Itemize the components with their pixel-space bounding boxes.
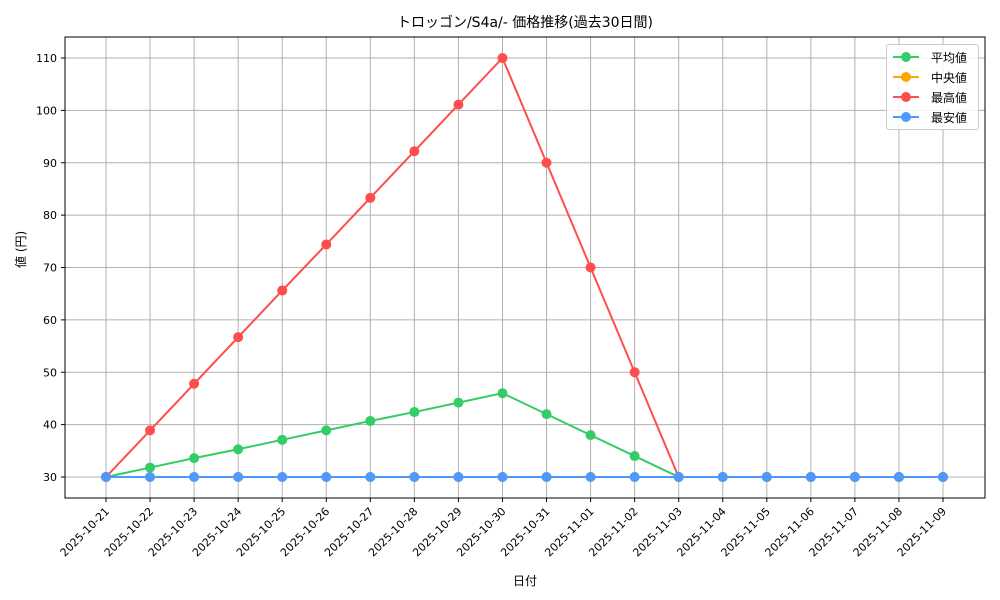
data-point <box>541 472 552 482</box>
data-point <box>321 425 332 436</box>
legend: 平均値 中央値 最高値 最安値 <box>886 44 979 130</box>
data-point <box>365 192 376 203</box>
data-point <box>189 472 200 482</box>
y-tick-label: 40 <box>43 419 57 432</box>
data-point <box>805 472 816 482</box>
y-axis-label: 値 (円) <box>14 230 28 268</box>
data-point <box>938 472 948 482</box>
data-point <box>453 472 464 482</box>
data-point <box>629 451 640 462</box>
data-point <box>233 444 244 455</box>
data-point <box>893 472 904 482</box>
data-point <box>233 472 244 482</box>
y-tick-label: 30 <box>43 471 57 484</box>
data-point <box>453 99 464 110</box>
legend-label: 最高値 <box>931 91 968 105</box>
data-point <box>365 472 376 482</box>
data-point <box>145 472 156 482</box>
series-lines <box>101 53 948 482</box>
legend-item: 最安値 <box>887 107 978 127</box>
data-point <box>497 472 508 482</box>
data-point <box>585 262 596 273</box>
legend-marker-icon <box>901 72 911 82</box>
grid-lines <box>65 37 985 498</box>
data-point <box>145 462 156 473</box>
data-point <box>409 146 420 157</box>
data-point <box>189 453 200 464</box>
data-point <box>409 472 420 482</box>
data-point <box>761 472 772 482</box>
data-point <box>453 397 464 408</box>
legend-marker-icon <box>901 92 911 102</box>
axes-frame <box>64 36 986 499</box>
data-point <box>321 239 332 250</box>
data-point <box>629 472 640 482</box>
series-平均値 <box>101 388 948 482</box>
data-point <box>101 472 111 482</box>
data-point <box>365 415 376 426</box>
legend-item: 中央値 <box>887 67 978 87</box>
legend-label: 平均値 <box>931 51 968 65</box>
y-tick-label: 60 <box>43 314 57 327</box>
y-tick-label: 80 <box>43 209 57 222</box>
y-tick-label: 100 <box>36 104 57 117</box>
data-point <box>277 472 288 482</box>
data-point <box>541 157 552 168</box>
y-tick-label: 90 <box>43 157 57 170</box>
x-axis-label: 日付 <box>513 574 538 588</box>
y-axis-ticks: 30 40 50 60 70 80 90 100 110 <box>36 52 65 484</box>
y-tick-label: 50 <box>43 366 57 379</box>
data-point <box>277 285 288 296</box>
legend-label: 中央値 <box>931 71 968 85</box>
data-point <box>849 472 860 482</box>
data-point <box>233 332 244 343</box>
legend-item: 平均値 <box>887 47 978 67</box>
data-point <box>497 388 508 399</box>
x-axis-ticks: 2025-10-212025-10-222025-10-232025-10-24… <box>58 498 949 559</box>
data-point <box>717 472 728 482</box>
series-最安値 <box>101 472 948 482</box>
legend-marker-icon <box>901 52 911 62</box>
data-point <box>541 409 552 420</box>
y-tick-label: 70 <box>43 262 57 275</box>
data-point <box>277 434 288 445</box>
data-point <box>321 472 332 482</box>
data-point <box>409 407 420 418</box>
y-tick-label: 110 <box>36 52 57 65</box>
data-point <box>629 367 640 378</box>
data-point <box>585 430 596 441</box>
legend-item: 最高値 <box>887 87 978 107</box>
data-point <box>189 378 200 389</box>
data-point <box>497 53 508 63</box>
legend-marker-icon <box>901 112 911 122</box>
data-point <box>673 472 684 482</box>
chart-title: トロッゴン/S4a/- 価格推移(過去30日間) <box>396 15 654 31</box>
data-point <box>145 425 156 436</box>
legend-label: 最安値 <box>931 111 968 125</box>
data-point <box>585 472 596 482</box>
